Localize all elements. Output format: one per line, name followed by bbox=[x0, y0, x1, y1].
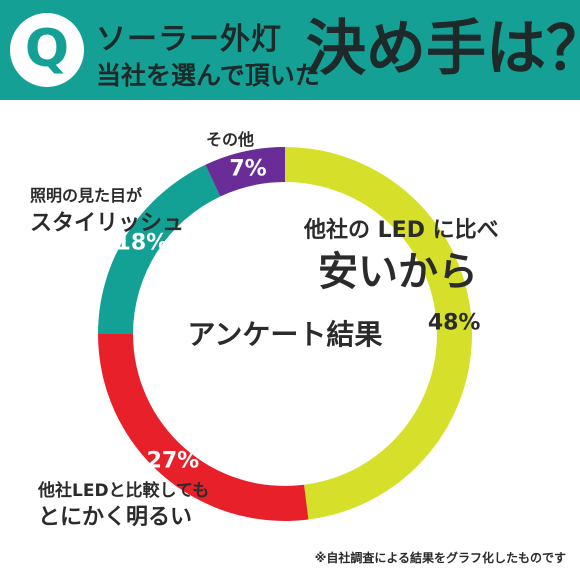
slice-value-other: 7% bbox=[229, 156, 267, 182]
header-line2: 当社を選んで頂いた bbox=[96, 61, 320, 90]
header-band: Q ソーラー外灯 当社を選んで頂いた 決め手は？ bbox=[0, 0, 580, 100]
slice-cheap bbox=[285, 146, 473, 520]
q-badge: Q bbox=[10, 13, 84, 87]
slice-label-cheap-line2: 安いから bbox=[318, 249, 478, 295]
slice-label-bright-line2: とにかく明るい bbox=[38, 505, 193, 530]
header-line1: ソーラー外灯 bbox=[96, 22, 282, 57]
slice-label-stylish-line1: 照明の見た目が bbox=[30, 186, 143, 205]
slice-value-cheap: 48% bbox=[427, 310, 481, 336]
q-letter: Q bbox=[24, 19, 70, 79]
slice-value-stylish: 18% bbox=[115, 230, 169, 256]
slice-stylish bbox=[98, 164, 221, 334]
footnote: ※自社調査による結果をグラフ化したものです bbox=[314, 551, 566, 565]
slice-label-stylish-line2: スタイリッシュ bbox=[30, 211, 185, 236]
slice-value-bright: 27% bbox=[146, 448, 200, 474]
chart-title: アンケート結果 bbox=[187, 318, 383, 351]
slice-bright bbox=[98, 334, 309, 521]
header-headline: 決め手は？ bbox=[306, 14, 580, 84]
slice-other bbox=[205, 147, 285, 197]
slice-label-bright-line1: 他社LEDと比較しても bbox=[38, 481, 210, 501]
slice-label-cheap-line1: 他社の LED に比べ bbox=[304, 218, 499, 243]
slice-label-other-line2: その他 bbox=[206, 130, 255, 149]
